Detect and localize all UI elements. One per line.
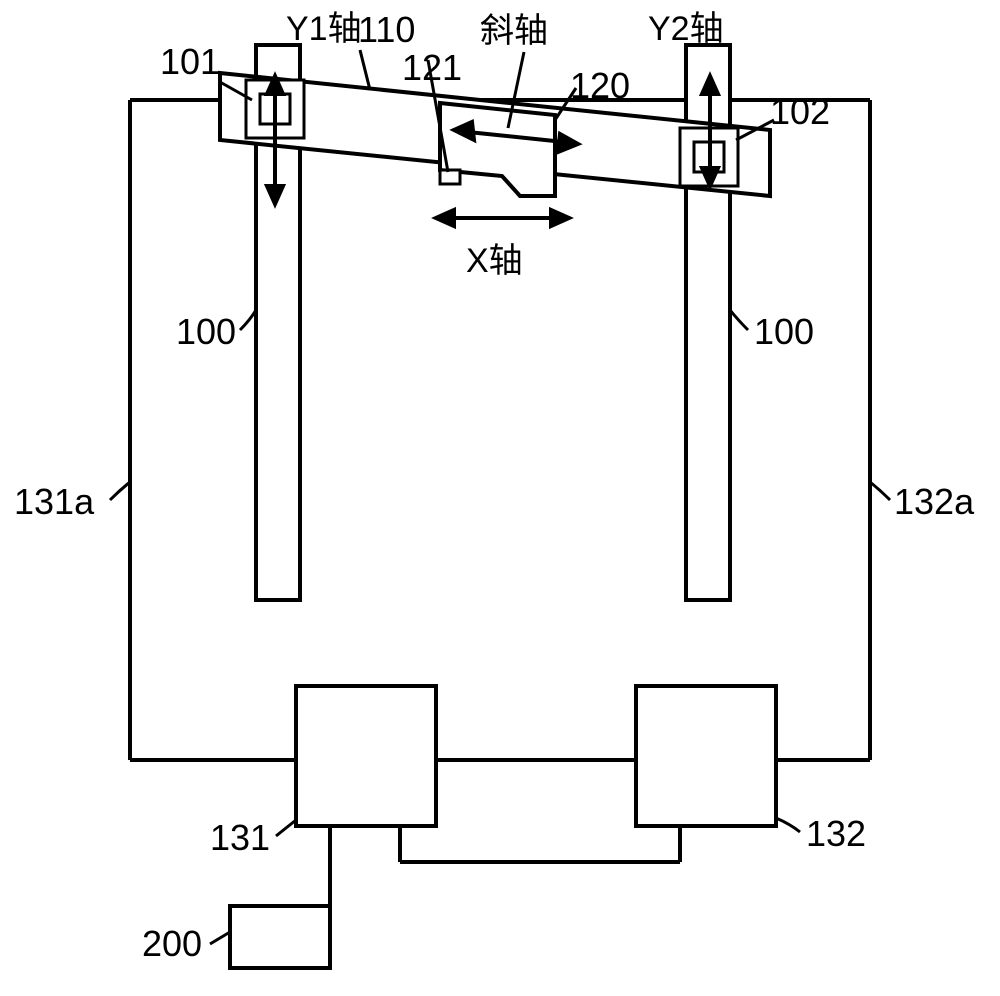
label-100-left: 100 bbox=[176, 311, 236, 352]
label-x: X轴 bbox=[466, 242, 523, 280]
label-100-right: 100 bbox=[754, 311, 814, 352]
label-102: 102 bbox=[770, 91, 830, 132]
label-131: 131 bbox=[210, 817, 270, 858]
label-110: 110 bbox=[358, 9, 415, 50]
label-200: 200 bbox=[142, 923, 202, 964]
label-y1: Y1轴 bbox=[286, 10, 362, 48]
carriage bbox=[440, 103, 555, 196]
label-101: 101 bbox=[160, 41, 220, 82]
label-120: 120 bbox=[570, 65, 630, 106]
outer-frame bbox=[130, 100, 870, 760]
lead-200 bbox=[210, 932, 230, 944]
conn-servos bbox=[400, 826, 680, 862]
lead-131a bbox=[110, 482, 130, 500]
gantry-diagram: Y1轴 Y2轴 斜轴 X轴 101 110 121 120 102 100 10… bbox=[0, 0, 1000, 996]
x-arrow bbox=[436, 210, 569, 226]
lead-131 bbox=[276, 820, 296, 836]
lead-132 bbox=[776, 818, 800, 832]
right-servo bbox=[636, 686, 776, 826]
lead-100-right bbox=[730, 310, 748, 330]
label-131a: 131a bbox=[14, 481, 95, 522]
label-132a: 132a bbox=[894, 481, 975, 522]
lead-100-left bbox=[240, 310, 256, 330]
label-121: 121 bbox=[402, 47, 462, 88]
lead-132a bbox=[870, 482, 890, 500]
left-servo bbox=[296, 686, 436, 826]
controller bbox=[230, 906, 330, 968]
label-132: 132 bbox=[806, 813, 866, 854]
label-y2: Y2轴 bbox=[648, 10, 724, 48]
label-skew: 斜轴 bbox=[480, 12, 548, 50]
lead-110 bbox=[360, 50, 370, 90]
